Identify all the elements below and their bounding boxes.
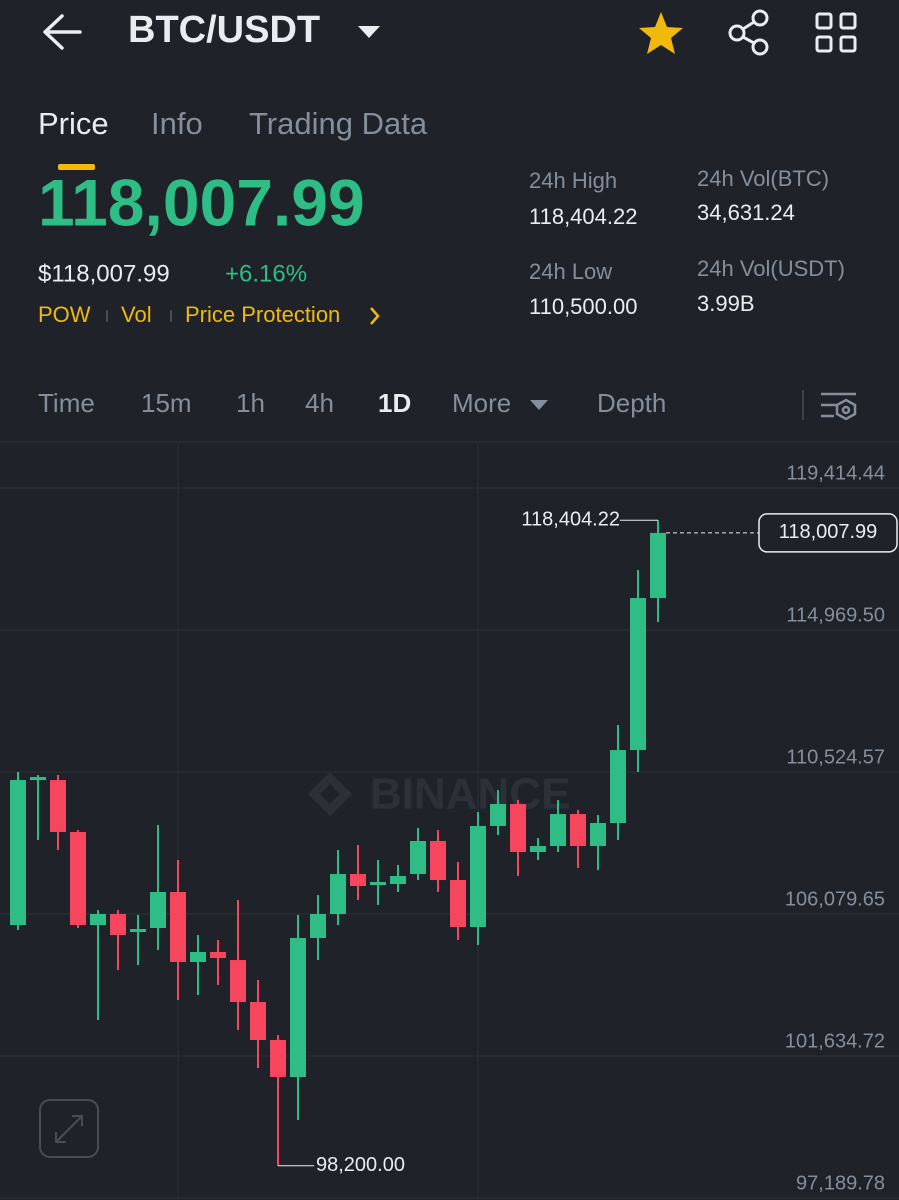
candle-body [170, 892, 186, 963]
candle-body [10, 780, 26, 926]
candle-body [50, 780, 66, 833]
stat-value: 118,404.22 [529, 204, 637, 229]
watermark: BINANCE [308, 770, 570, 819]
chart-settings[interactable] [821, 392, 857, 421]
y-tick-label: 97,189.78 [796, 1172, 885, 1194]
candle-body [490, 804, 506, 827]
menu-grid[interactable] [815, 12, 857, 53]
y-tick-label: 114,969.50 [786, 604, 885, 626]
y-tick-label: 101,634.72 [785, 1030, 885, 1052]
stat-label: 24h Low [529, 259, 612, 284]
more-dropdown[interactable] [530, 400, 548, 410]
candle-body [270, 1040, 286, 1078]
y-tick-label: 119,414.44 [786, 462, 885, 484]
tag[interactable]: Price Protection [185, 302, 340, 327]
candle-body [430, 841, 446, 881]
candle-body [70, 832, 86, 926]
stat-label: 24h High [529, 168, 617, 193]
share-button[interactable] [728, 9, 769, 56]
stat-label: 24h Vol(USDT) [697, 256, 845, 281]
interval[interactable]: Time [38, 388, 95, 418]
last-price-box [758, 513, 898, 553]
candle-body [590, 823, 606, 847]
watermark-text: BINANCE [370, 770, 570, 819]
candle-body [230, 960, 246, 1003]
stat-value: 3.99B [697, 291, 755, 316]
interval-bar: Time 15m 1h 4h 1D More Depth [38, 388, 666, 418]
fullscreen-button[interactable] [39, 1099, 99, 1158]
candle-body [550, 814, 566, 847]
candle-body [390, 876, 406, 885]
tag[interactable]: POW [38, 302, 91, 327]
candle-body [90, 914, 106, 926]
tab-indicator [58, 164, 95, 170]
candle-body [450, 880, 466, 928]
last-price: 118,007.99 [38, 165, 365, 239]
tab[interactable]: Info [151, 106, 203, 141]
candle-body [570, 814, 586, 847]
candle-body [470, 826, 486, 928]
interval[interactable]: More [452, 388, 511, 418]
fiat-price: $118,007.99 [38, 260, 170, 287]
candle-body [350, 874, 366, 887]
candle-body [210, 952, 226, 959]
candle-body [190, 952, 206, 963]
candle-body [250, 1002, 266, 1041]
chevron [370, 307, 380, 325]
annotation-label: 98,200.00 [316, 1154, 405, 1176]
interval[interactable]: 15m [141, 388, 192, 418]
interval[interactable]: Depth [597, 388, 666, 418]
price-change: +6.16% [225, 260, 307, 287]
candlestick-chart: 97,189.78 101,634.72 106,079.65 110,524.57 1… [0, 462, 899, 1199]
y-tick-label: 110,524.57 [786, 746, 885, 768]
back-button[interactable] [43, 14, 82, 50]
candle-body [110, 914, 126, 936]
candle-body [610, 750, 626, 824]
candle-body [290, 938, 306, 1078]
interval[interactable]: 4h [305, 388, 334, 418]
last-price-label: 118,007.99 [779, 521, 878, 543]
pair-dropdown[interactable] [358, 26, 380, 38]
stat-value: 34,631.24 [697, 200, 795, 225]
candle-body [530, 846, 546, 853]
candle-body [330, 874, 346, 915]
candle-body [410, 841, 426, 875]
pair-title[interactable]: BTC/USDT [128, 9, 320, 51]
candle-body [310, 914, 326, 939]
stat-label: 24h Vol(BTC) [697, 166, 829, 191]
tab[interactable]: Price [38, 106, 109, 141]
interval[interactable]: 1D [378, 388, 411, 418]
favorite-star[interactable] [639, 12, 683, 54]
candle-body [650, 532, 666, 599]
y-tick-label: 106,079.65 [785, 888, 885, 910]
candle-body [370, 882, 386, 886]
annotation-label: 118,404.22 [521, 509, 620, 531]
candle-body [130, 929, 146, 933]
tag[interactable]: Vol [121, 302, 152, 327]
candle-body [30, 777, 46, 781]
candle-body [510, 804, 526, 853]
tab[interactable]: Trading Data [249, 106, 428, 141]
candle-body [150, 892, 166, 929]
candle-body [630, 598, 646, 751]
stat-value: 110,500.00 [529, 294, 637, 319]
interval[interactable]: 1h [236, 388, 265, 418]
